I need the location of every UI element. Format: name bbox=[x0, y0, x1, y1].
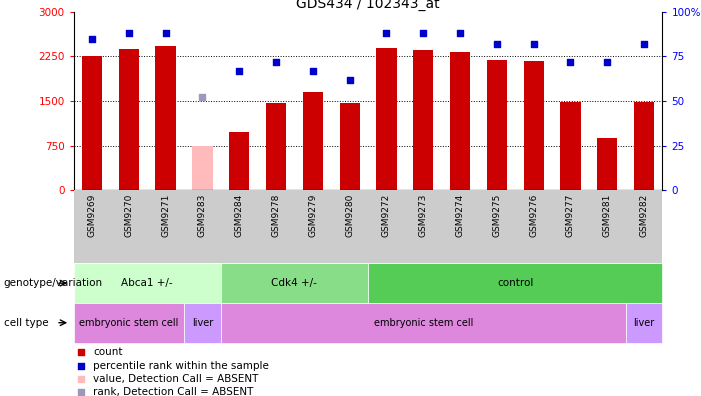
Bar bbox=[303, 92, 323, 190]
Point bbox=[639, 41, 650, 47]
Point bbox=[491, 41, 503, 47]
Point bbox=[418, 30, 429, 36]
Bar bbox=[376, 48, 397, 190]
Text: Cdk4 +/-: Cdk4 +/- bbox=[271, 278, 318, 288]
Point bbox=[233, 67, 245, 74]
Text: GSM9276: GSM9276 bbox=[529, 194, 538, 237]
Bar bbox=[221, 263, 368, 303]
Bar bbox=[339, 103, 360, 190]
Bar bbox=[118, 49, 139, 190]
Text: GSM9270: GSM9270 bbox=[124, 194, 133, 237]
Text: GSM9274: GSM9274 bbox=[456, 194, 465, 237]
Point bbox=[381, 30, 392, 36]
Bar bbox=[156, 46, 176, 190]
Point bbox=[75, 362, 86, 369]
Text: Abca1 +/-: Abca1 +/- bbox=[121, 278, 173, 288]
Text: count: count bbox=[93, 347, 123, 357]
Point bbox=[307, 67, 318, 74]
Point bbox=[75, 376, 86, 382]
Bar bbox=[368, 263, 662, 303]
Text: value, Detection Call = ABSENT: value, Detection Call = ABSENT bbox=[93, 374, 259, 384]
Bar bbox=[74, 303, 184, 343]
Text: percentile rank within the sample: percentile rank within the sample bbox=[93, 360, 269, 371]
Text: GSM9278: GSM9278 bbox=[271, 194, 280, 237]
Text: GSM9281: GSM9281 bbox=[603, 194, 612, 237]
Bar bbox=[74, 263, 221, 303]
Bar bbox=[221, 303, 625, 343]
Bar bbox=[82, 56, 102, 190]
Bar bbox=[450, 52, 470, 190]
Point bbox=[454, 30, 465, 36]
Point bbox=[601, 59, 613, 65]
Text: liver: liver bbox=[192, 318, 213, 328]
Text: GSM9277: GSM9277 bbox=[566, 194, 575, 237]
Point bbox=[75, 349, 86, 355]
Title: GDS434 / 102343_at: GDS434 / 102343_at bbox=[297, 0, 440, 11]
Point bbox=[271, 59, 282, 65]
Point bbox=[75, 389, 86, 396]
Bar bbox=[625, 303, 662, 343]
Point bbox=[344, 76, 355, 83]
Text: liver: liver bbox=[634, 318, 655, 328]
Bar bbox=[597, 138, 618, 190]
Text: GSM9275: GSM9275 bbox=[492, 194, 501, 237]
Bar bbox=[560, 101, 580, 190]
Text: GSM9269: GSM9269 bbox=[88, 194, 97, 237]
Bar bbox=[413, 50, 433, 190]
Point bbox=[528, 41, 539, 47]
Bar bbox=[266, 103, 286, 190]
Text: cell type: cell type bbox=[4, 318, 48, 328]
Point bbox=[123, 30, 135, 36]
Text: GSM9271: GSM9271 bbox=[161, 194, 170, 237]
Bar bbox=[524, 61, 544, 190]
Point bbox=[86, 35, 97, 42]
Bar bbox=[229, 132, 250, 190]
Text: genotype/variation: genotype/variation bbox=[4, 278, 102, 288]
Text: GSM9272: GSM9272 bbox=[382, 194, 391, 237]
Text: GSM9283: GSM9283 bbox=[198, 194, 207, 237]
Point bbox=[160, 30, 171, 36]
Text: GSM9273: GSM9273 bbox=[418, 194, 428, 237]
Bar bbox=[192, 145, 212, 190]
Point bbox=[197, 94, 208, 101]
Bar bbox=[486, 60, 507, 190]
Text: control: control bbox=[497, 278, 533, 288]
Text: GSM9284: GSM9284 bbox=[235, 194, 244, 237]
Bar bbox=[634, 101, 654, 190]
Text: GSM9282: GSM9282 bbox=[639, 194, 648, 237]
Text: rank, Detection Call = ABSENT: rank, Detection Call = ABSENT bbox=[93, 387, 254, 396]
Text: embryonic stem cell: embryonic stem cell bbox=[79, 318, 179, 328]
Text: embryonic stem cell: embryonic stem cell bbox=[374, 318, 473, 328]
Bar bbox=[184, 303, 221, 343]
Text: GSM9280: GSM9280 bbox=[345, 194, 354, 237]
Point bbox=[565, 59, 576, 65]
Text: GSM9279: GSM9279 bbox=[308, 194, 318, 237]
